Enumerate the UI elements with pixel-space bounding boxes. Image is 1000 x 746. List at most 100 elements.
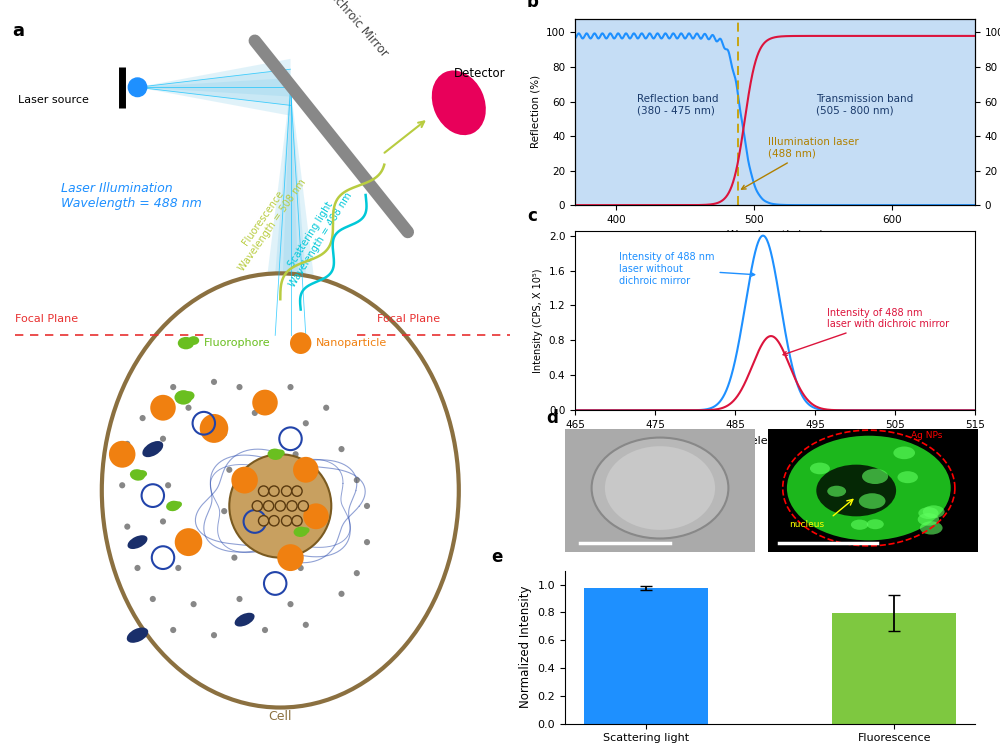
Circle shape (298, 501, 308, 511)
Circle shape (862, 468, 888, 484)
Circle shape (292, 515, 302, 526)
Circle shape (918, 507, 939, 519)
Text: Dichroic Mirror: Dichroic Mirror (323, 0, 390, 59)
Circle shape (859, 493, 885, 509)
Circle shape (211, 379, 217, 385)
Text: c: c (527, 207, 537, 225)
Circle shape (303, 504, 329, 529)
Circle shape (298, 565, 304, 571)
Text: nucleus: nucleus (789, 521, 824, 530)
Circle shape (364, 539, 370, 545)
Polygon shape (138, 59, 290, 116)
Circle shape (269, 486, 279, 496)
Circle shape (221, 508, 227, 514)
Text: Illumination laser
(488 nm): Illumination laser (488 nm) (742, 137, 859, 189)
Circle shape (292, 486, 302, 496)
Text: Detector: Detector (453, 67, 505, 80)
Circle shape (252, 410, 258, 416)
Circle shape (920, 521, 943, 535)
Circle shape (354, 570, 360, 576)
Text: Transmission band
(505 - 800 nm): Transmission band (505 - 800 nm) (816, 94, 914, 116)
Circle shape (252, 389, 278, 416)
Circle shape (175, 565, 181, 571)
Circle shape (867, 519, 884, 529)
Text: Cell: Cell (269, 710, 292, 724)
Circle shape (258, 486, 269, 496)
Circle shape (293, 457, 319, 483)
Circle shape (150, 395, 176, 421)
Polygon shape (138, 69, 290, 105)
Circle shape (303, 420, 309, 427)
Circle shape (200, 414, 228, 443)
Polygon shape (280, 87, 301, 336)
Circle shape (252, 501, 262, 511)
X-axis label: Wavelength (nm): Wavelength (nm) (727, 436, 823, 445)
Ellipse shape (137, 470, 147, 477)
Ellipse shape (128, 535, 147, 549)
Circle shape (140, 415, 146, 421)
Circle shape (923, 505, 945, 518)
Circle shape (290, 332, 311, 354)
Text: Reflection band
(380 - 475 nm): Reflection band (380 - 475 nm) (637, 94, 719, 116)
Circle shape (810, 463, 830, 474)
X-axis label: Wavelength (nm): Wavelength (nm) (727, 231, 823, 240)
Circle shape (263, 501, 274, 511)
Circle shape (262, 627, 268, 633)
Circle shape (150, 596, 156, 602)
Circle shape (338, 446, 345, 452)
Circle shape (308, 487, 314, 494)
Circle shape (287, 384, 294, 390)
Text: d: d (546, 409, 558, 427)
Polygon shape (260, 87, 321, 336)
Ellipse shape (268, 448, 283, 460)
Circle shape (231, 554, 237, 561)
Circle shape (109, 441, 135, 468)
Circle shape (160, 436, 166, 442)
Text: Laser source: Laser source (18, 95, 89, 105)
Ellipse shape (592, 438, 728, 539)
Ellipse shape (174, 390, 192, 404)
Ellipse shape (188, 336, 199, 345)
Text: Intensity of 488 nm
laser without
dichroic mirror: Intensity of 488 nm laser without dichro… (619, 252, 755, 286)
Circle shape (308, 524, 314, 530)
Ellipse shape (173, 501, 182, 509)
Circle shape (277, 544, 304, 571)
Circle shape (191, 601, 197, 607)
Polygon shape (138, 78, 290, 96)
Circle shape (128, 78, 147, 96)
Ellipse shape (275, 449, 285, 457)
Text: Focal Plane: Focal Plane (15, 315, 78, 325)
Circle shape (211, 632, 217, 639)
Ellipse shape (127, 627, 148, 643)
Y-axis label: Normalized Intensity: Normalized Intensity (519, 586, 532, 709)
Circle shape (185, 404, 192, 411)
Circle shape (287, 501, 297, 511)
Circle shape (124, 524, 130, 530)
Circle shape (893, 447, 915, 460)
Circle shape (175, 528, 202, 556)
Circle shape (275, 501, 285, 511)
Ellipse shape (130, 469, 145, 480)
Text: b: b (527, 0, 539, 11)
Bar (584, 588, 708, 724)
Circle shape (851, 519, 868, 530)
Circle shape (918, 513, 939, 526)
Ellipse shape (166, 501, 180, 511)
Circle shape (170, 384, 176, 390)
Ellipse shape (235, 612, 255, 627)
Text: a: a (13, 22, 25, 40)
Circle shape (226, 467, 232, 473)
Circle shape (221, 430, 227, 436)
Ellipse shape (294, 527, 308, 537)
Ellipse shape (605, 446, 715, 530)
Circle shape (170, 627, 176, 633)
Circle shape (827, 486, 846, 497)
Text: Focal Plane: Focal Plane (377, 315, 440, 325)
Text: Laser Illumination
Wavelength = 488 nm: Laser Illumination Wavelength = 488 nm (61, 182, 202, 210)
Bar (832, 613, 956, 724)
Circle shape (119, 482, 125, 489)
Text: Scattering light
Wavelength = 488 nm: Scattering light Wavelength = 488 nm (278, 185, 354, 289)
Circle shape (269, 515, 279, 526)
Ellipse shape (102, 273, 459, 707)
Circle shape (287, 601, 294, 607)
